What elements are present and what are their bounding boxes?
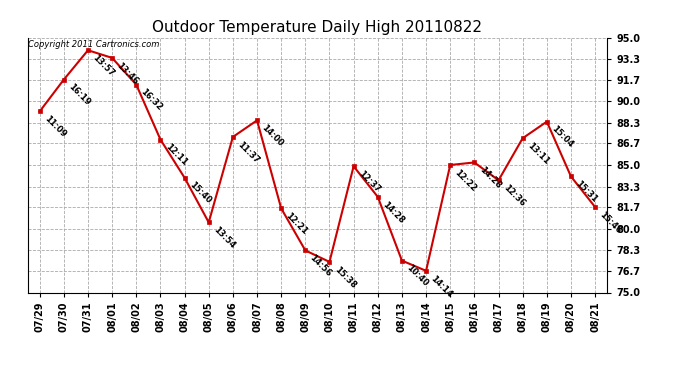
Text: 13:54: 13:54 [212,225,237,251]
Text: 14:00: 14:00 [260,123,285,148]
Text: 14:28: 14:28 [381,200,406,225]
Text: 16:32: 16:32 [139,87,164,113]
Text: 12:11: 12:11 [164,142,188,168]
Text: 15:04: 15:04 [550,124,575,150]
Text: 11:37: 11:37 [236,140,261,165]
Text: Copyright 2011 Cartronics.com: Copyright 2011 Cartronics.com [28,40,159,49]
Text: 13:11: 13:11 [526,141,551,166]
Text: 13:46: 13:46 [115,61,140,86]
Text: 15:46: 15:46 [598,210,623,235]
Text: 11:09: 11:09 [43,114,68,140]
Text: 13:57: 13:57 [91,53,116,78]
Text: 15:38: 15:38 [333,265,357,290]
Text: 14:56: 14:56 [308,253,333,279]
Title: Outdoor Temperature Daily High 20110822: Outdoor Temperature Daily High 20110822 [152,20,482,35]
Text: 15:40: 15:40 [188,180,213,206]
Text: 14:14: 14:14 [429,274,454,299]
Text: 16:19: 16:19 [67,82,92,108]
Text: 12:37: 12:37 [357,169,382,194]
Text: 15:31: 15:31 [574,179,599,204]
Text: 12:21: 12:21 [284,211,309,237]
Text: 12:36: 12:36 [502,183,526,209]
Text: 12:22: 12:22 [453,168,478,193]
Text: 10:40: 10:40 [405,263,430,289]
Text: 14:28: 14:28 [477,165,502,190]
